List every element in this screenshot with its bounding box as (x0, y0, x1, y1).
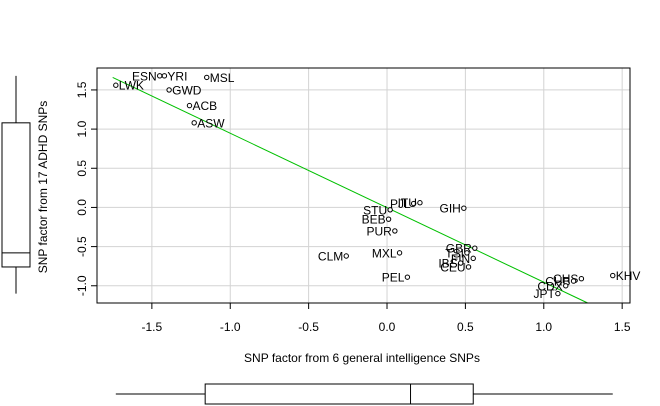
point-label-ibs: IBS (438, 257, 457, 271)
point-label-esn: ESN (132, 69, 157, 83)
regression-line-group (112, 76, 588, 304)
point-label-beb: BEB (362, 213, 386, 227)
data-point-itu (417, 200, 423, 206)
data-point-pel (404, 274, 411, 280)
data-point-chb (570, 278, 577, 284)
x-tick-label-5: 1.0 (535, 320, 552, 334)
data-point-asw (191, 120, 197, 126)
point-label-khv: KHV (616, 269, 641, 283)
data-point-gih (461, 205, 467, 211)
point-label-tsi: TSI (445, 246, 464, 260)
data-point-ceu (465, 264, 472, 270)
point-label-pjl: PJL (390, 197, 411, 211)
point-label-itu: ITU (398, 196, 417, 210)
y-tick-label-5: 1.5 (75, 81, 89, 98)
data-point-mxl (396, 250, 403, 256)
point-label-clm: CLM (318, 250, 343, 264)
regression-line (112, 76, 588, 304)
data-point-pjl (410, 200, 417, 207)
y-tick-label-0: -1.0 (75, 275, 89, 296)
data-point-msl (204, 74, 210, 81)
y-tick-label-4: 1.0 (75, 120, 89, 137)
grid-lines (97, 68, 630, 303)
y-tick-label-1: -0.5 (75, 236, 89, 257)
point-label-ceu: CEU (440, 260, 465, 274)
data-point-jpt (555, 290, 561, 297)
data-point-stu (387, 207, 393, 213)
y-axis-title: SNP factor from 17 ADHD SNPs (36, 101, 50, 274)
point-label-jpt: JPT (534, 287, 556, 301)
point-label-pur: PUR (367, 224, 393, 238)
data-point-esn (157, 73, 163, 79)
y-box-body (1, 122, 31, 268)
point-label-gih: GIH (439, 202, 460, 216)
x-tick-label-4: 0.5 (457, 320, 474, 334)
data-point-ibs (457, 260, 464, 266)
point-label-fin: FIN (451, 252, 470, 266)
point-label-mxl: MXL (372, 246, 397, 260)
point-label-pel: PEL (382, 271, 405, 285)
x-axis-title: SNP factor from 6 general intelligence S… (244, 351, 480, 365)
y-tick-label-2: 0.0 (75, 199, 89, 216)
data-point-acb (186, 102, 193, 109)
x-tick-label-6: 1.5 (614, 320, 631, 334)
x-axis: -1.5 -1.0 -0.5 0.0 0.5 1.0 1.5 (142, 302, 631, 334)
data-point-yri (161, 73, 168, 79)
point-label-lwk: LWK (119, 79, 144, 93)
point-label-gwd: GWD (172, 83, 202, 97)
data-point-cdx (563, 283, 569, 289)
data-point-lwk (113, 82, 119, 88)
point-label-cdx: CDX (537, 279, 562, 293)
data-point-pur (392, 228, 398, 234)
y-axis: -1.0 -0.5 0.0 0.5 1.0 1.5 (75, 81, 98, 296)
x-marginal-boxplot (115, 383, 613, 405)
point-label-stu: STU (363, 203, 387, 217)
y-marginal-boxplot (1, 75, 31, 294)
point-label-yri: YRI (167, 69, 187, 83)
data-point-khv (610, 272, 616, 279)
data-point-beb (385, 216, 392, 222)
point-label-acb: ACB (192, 99, 217, 113)
x-box-body (204, 383, 474, 405)
data-point-gbr (472, 245, 478, 251)
plot-frame (96, 67, 631, 304)
data-point-fin (470, 255, 476, 262)
x-tick-label-0: -1.5 (142, 320, 163, 334)
data-point-tsi (464, 250, 470, 256)
x-tick-label-1: -1.0 (220, 320, 241, 334)
x-tick-label-2: -0.5 (298, 320, 319, 334)
data-point-clm (343, 253, 349, 259)
x-tick-label-3: 0.0 (379, 320, 396, 334)
point-label-msl: MSL (210, 71, 235, 85)
point-label-asw: ASW (197, 116, 225, 130)
y-tick-label-3: 0.5 (75, 160, 89, 177)
data-point-gwd (166, 87, 172, 93)
data-point-chs (578, 276, 585, 282)
